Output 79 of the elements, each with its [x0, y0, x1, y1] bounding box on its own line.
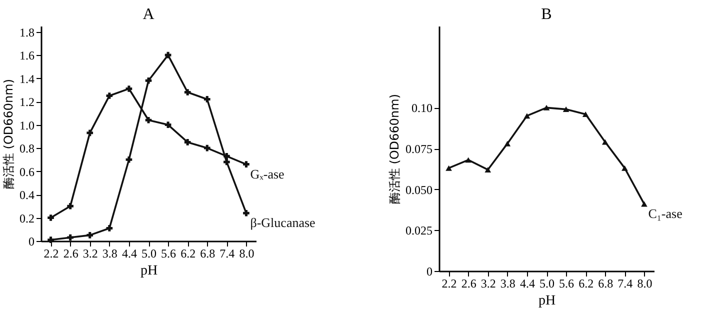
- x-tick-label: 7.4: [618, 276, 633, 290]
- y-tick-label: 0.4: [20, 188, 34, 202]
- y-tick-label: 0: [28, 234, 34, 248]
- point: [184, 139, 191, 146]
- chart-title: A: [142, 6, 155, 23]
- point: [126, 156, 132, 163]
- point: [48, 214, 54, 221]
- point: [243, 161, 250, 168]
- x-tick-label: 3.2: [82, 246, 98, 260]
- point: [622, 165, 628, 171]
- y-tick-label: 0.10: [412, 101, 432, 116]
- y-tick-label: 0: [426, 264, 432, 278]
- point: [67, 202, 74, 210]
- series-label: C₁-ase: [648, 206, 683, 222]
- point: [126, 86, 132, 92]
- y-tick-label: 0.050: [406, 182, 432, 197]
- x-tick-label: 3.8: [102, 246, 118, 260]
- y-tick-label: 1.2: [20, 95, 34, 110]
- y-tick-label: 1.4: [20, 72, 34, 86]
- x-tick-label: 2.2: [442, 276, 457, 290]
- x-tick-label: 2.2: [44, 246, 59, 260]
- point: [465, 157, 472, 163]
- point: [641, 201, 648, 207]
- point: [86, 232, 94, 238]
- x-tick-label: 7.4: [220, 246, 235, 260]
- x-tick-label: 6.8: [598, 276, 614, 290]
- y-tick-label: 1.0: [20, 118, 34, 132]
- point: [602, 139, 608, 145]
- point: [224, 153, 230, 160]
- y-axis-title: 酶活性 (OD660nm): [388, 94, 402, 204]
- point: [86, 130, 94, 136]
- x-tick-label: 2.6: [63, 246, 78, 260]
- x-tick-label: 3.8: [500, 276, 516, 290]
- point: [504, 140, 511, 146]
- point: [164, 122, 172, 128]
- point: [224, 158, 230, 166]
- point: [48, 236, 54, 243]
- x-tick-label: 5.6: [559, 276, 574, 290]
- point: [582, 111, 589, 117]
- x-axis-title: pH: [140, 264, 158, 278]
- x-tick-label: 3.2: [480, 276, 496, 290]
- y-tick-label: 0.075: [406, 142, 432, 156]
- y-tick-label: 1.6: [20, 48, 34, 63]
- y-tick-label: 0.6: [20, 164, 34, 179]
- series-label: Gₓ-ase: [250, 166, 285, 182]
- y-tick-label: 0.8: [20, 142, 34, 156]
- x-tick-label: 4.4: [122, 246, 137, 260]
- x-tick-label: 5.0: [142, 246, 156, 260]
- point: [562, 106, 570, 112]
- point: [524, 113, 530, 119]
- x-tick-label: 8.0: [637, 276, 652, 290]
- point: [145, 77, 152, 84]
- point: [204, 144, 210, 152]
- series-label: β-Glucanase: [250, 215, 316, 230]
- point: [204, 96, 210, 102]
- point: [164, 52, 172, 58]
- x-tick-label: 6.2: [180, 246, 196, 260]
- x-tick-label: 2.6: [461, 276, 476, 290]
- x-axis-title: pH: [538, 294, 556, 308]
- point: [106, 92, 113, 99]
- x-tick-label: 5.0: [540, 276, 554, 290]
- point: [484, 166, 492, 172]
- point: [145, 116, 152, 124]
- point: [243, 210, 250, 216]
- point: [543, 104, 550, 110]
- x-tick-label: 5.6: [161, 246, 176, 260]
- y-tick-label: 0.025: [406, 224, 432, 238]
- x-tick-label: 6.2: [578, 276, 594, 290]
- point: [106, 225, 113, 232]
- chart-title: B: [541, 6, 552, 23]
- y-tick-label: 1.8: [20, 25, 34, 40]
- point: [67, 234, 74, 241]
- x-tick-label: 6.8: [200, 246, 216, 260]
- y-axis-title: 酶活性 (OD660nm): [2, 78, 16, 190]
- x-tick-label: 8.0: [239, 246, 254, 260]
- y-tick-label: 0.2: [20, 211, 34, 226]
- point: [446, 165, 452, 171]
- point: [184, 89, 191, 96]
- x-tick-label: 4.4: [520, 276, 535, 290]
